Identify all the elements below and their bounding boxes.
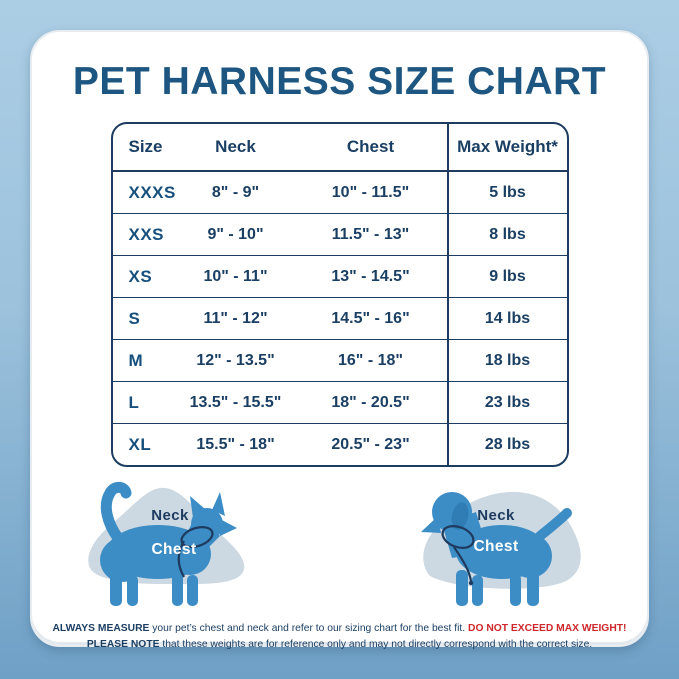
neck-cell: 15.5" - 18"	[196, 435, 275, 453]
table-row: XXXS 8" - 9" 10" - 11.5" 5 lbs	[112, 172, 567, 214]
weight-cell: 28 lbs	[446, 424, 567, 465]
dog-chest-label: Chest	[473, 538, 518, 555]
chest-cell: 16" - 18"	[294, 340, 447, 382]
size-cell: XS	[112, 256, 177, 298]
table-row: L 13.5" - 15.5" 18" - 20.5" 23 lbs	[112, 382, 567, 424]
size-chart-card: PET HARNESS SIZE CHART Size Neck Chest M…	[30, 30, 649, 650]
table-row: XXS 9" - 10" 11.5" - 13" 8 lbs	[112, 214, 567, 256]
chest-cell: 14.5" - 16"	[294, 298, 447, 340]
dog-ear	[451, 502, 469, 530]
dog-harness-lines	[441, 525, 475, 586]
neck-cell: 8" - 9"	[176, 172, 295, 214]
weight-cell: 18 lbs	[446, 340, 567, 382]
disclaimer-text-1: your pet’s chest and neck and refer to o…	[149, 623, 469, 634]
neck-cell: 12" - 13.5"	[176, 340, 295, 382]
col-header-max-weight: Max Weight*	[446, 124, 567, 172]
col-header-neck: Neck	[176, 124, 295, 172]
col-header-size: Size	[112, 124, 177, 172]
dog-illustration: Neck Chest	[421, 491, 581, 606]
disclaimer-line-2: PLEASE NOTE that these weights are for r…	[32, 637, 647, 653]
weight-cell: 8 lbs	[446, 214, 567, 256]
disclaimer-line-1: ALWAYS MEASURE your pet’s chest and neck…	[32, 621, 647, 637]
weight-cell: 23 lbs	[446, 382, 567, 424]
disclaimer-text-2: that these weights are for reference onl…	[159, 638, 593, 650]
size-cell: M	[112, 340, 177, 382]
chest-cell: 11.5" - 13"	[294, 214, 447, 256]
weight-cell: 9 lbs	[446, 256, 567, 298]
disclaimer: ALWAYS MEASURE your pet’s chest and neck…	[32, 621, 647, 653]
page-title: PET HARNESS SIZE CHART	[72, 60, 607, 103]
size-cell: XXS	[112, 214, 177, 256]
size-cell: L	[112, 382, 177, 424]
size-cell: XXXS	[112, 172, 177, 214]
chest-cell: 13" - 14.5"	[294, 256, 447, 298]
neck-cell: 10" - 11"	[176, 256, 295, 298]
col-header-chest: Chest	[294, 124, 447, 172]
cat-neck-label: Neck	[151, 507, 189, 524]
dog-neck-label: Neck	[477, 507, 515, 524]
cat-silhouette	[100, 481, 237, 606]
measurement-illustrations: Neck Chest Neck	[32, 476, 647, 616]
neck-cell: 13.5" - 15.5"	[176, 382, 295, 424]
neck-cell: 11" - 12"	[176, 298, 295, 340]
chest-cell: 20.5" - 23"	[331, 435, 410, 453]
chest-cell: 10" - 11.5"	[294, 172, 447, 214]
table-row: S 11" - 12" 14.5" - 16" 14 lbs	[112, 298, 567, 340]
neck-cell: 9" - 10"	[176, 214, 295, 256]
table-row: XL 15.5" - 18" 20.5" - 23" 28 lbs	[113, 424, 567, 465]
weight-cell: 14 lbs	[446, 298, 567, 340]
size-cell: XL	[128, 434, 152, 454]
cat-harness-lines	[177, 526, 214, 578]
weight-cell: 5 lbs	[446, 172, 567, 214]
always-measure-text: ALWAYS MEASURE	[52, 623, 150, 634]
please-note-text: PLEASE NOTE	[86, 638, 160, 650]
header-row: Size Neck Chest Max Weight*	[112, 124, 567, 172]
table-row: M 12" - 13.5" 16" - 18" 18 lbs	[112, 340, 567, 382]
chest-cell: 18" - 20.5"	[294, 382, 447, 424]
size-cell: S	[112, 298, 177, 340]
size-chart-table: Size Neck Chest Max Weight* XXXS 8" - 9"…	[110, 122, 569, 467]
cat-chest-label: Chest	[151, 541, 196, 558]
table-row: XS 10" - 11" 13" - 14.5" 9 lbs	[112, 256, 567, 298]
max-weight-warning: DO NOT EXCEED MAX WEIGHT!	[468, 623, 627, 634]
cat-illustration: Neck Chest	[88, 481, 245, 606]
